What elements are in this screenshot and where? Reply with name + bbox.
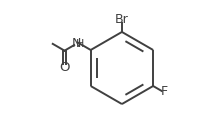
Text: O: O <box>59 61 70 74</box>
Text: F: F <box>161 85 168 98</box>
Text: N: N <box>72 37 81 50</box>
Text: H: H <box>76 39 84 49</box>
Text: Br: Br <box>115 13 129 26</box>
